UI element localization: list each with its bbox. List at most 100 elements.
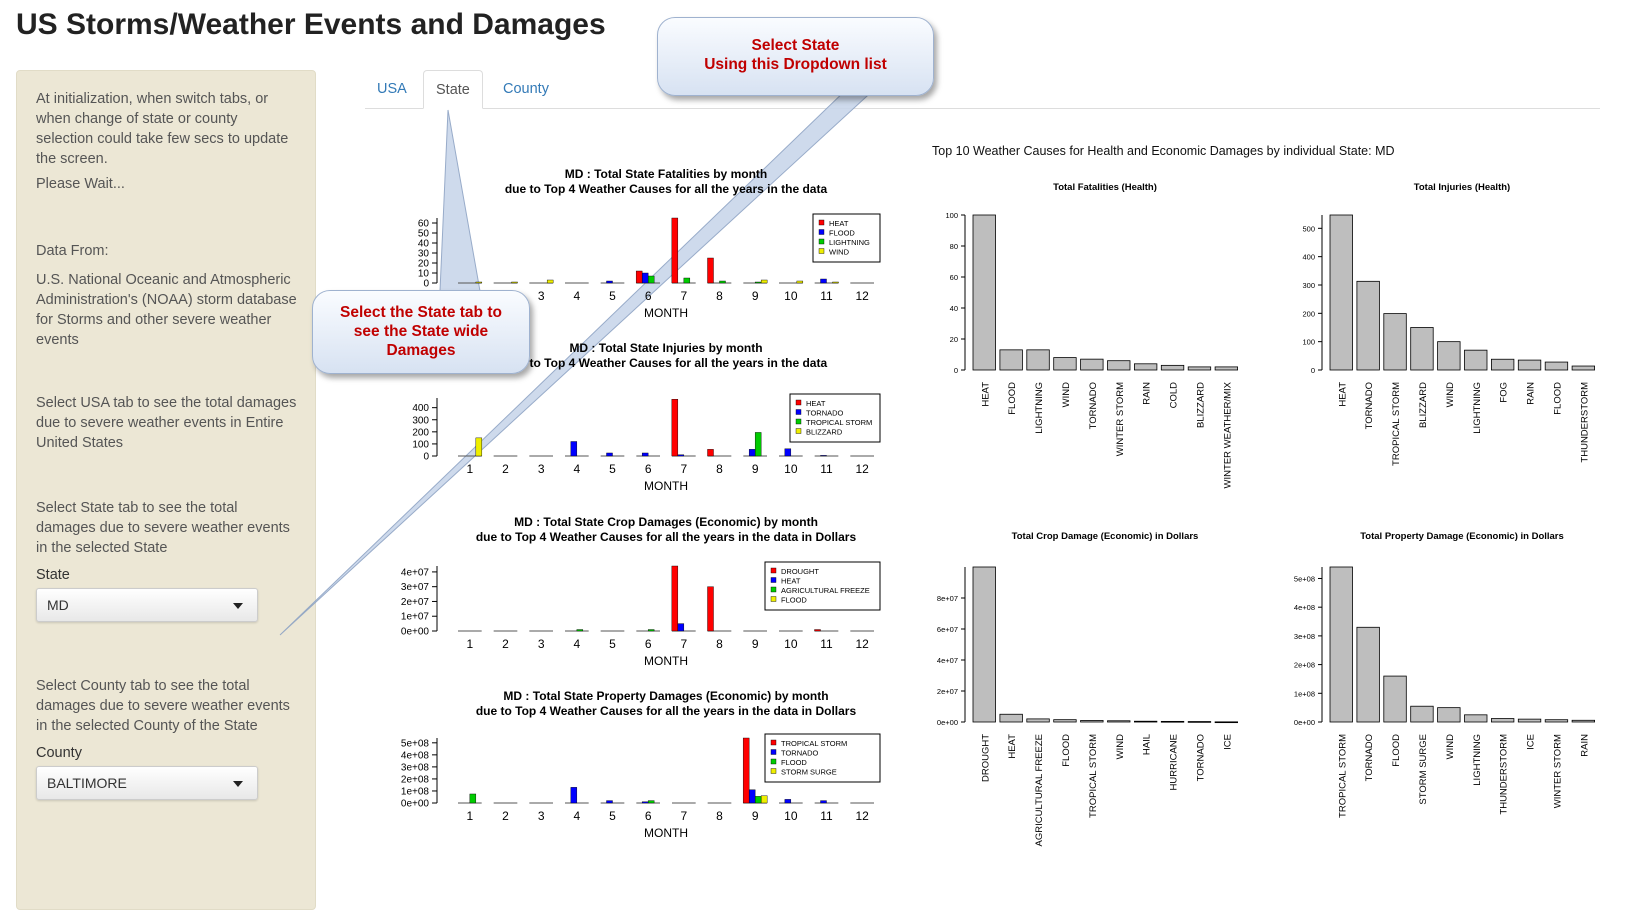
bar — [1437, 707, 1461, 723]
y-tick-label: 2e+07 — [401, 597, 430, 608]
bar — [1214, 721, 1238, 724]
bar — [1080, 358, 1104, 371]
x-tick-label: 10 — [784, 809, 798, 823]
x-tick-label: 2 — [502, 462, 509, 476]
x-tick-label: 6 — [645, 809, 652, 823]
x-tick-label: 9 — [752, 809, 759, 823]
legend-swatch — [770, 577, 777, 583]
callout-pointer — [439, 109, 481, 292]
chart-title: Total Injuries (Health) — [1414, 182, 1510, 193]
bar — [1134, 363, 1158, 371]
y-tick-label: 4e+07 — [937, 656, 958, 665]
x-tick-label: HEAT — [980, 382, 991, 407]
tab-usa[interactable]: USA — [377, 81, 407, 97]
x-tick-label: 7 — [680, 809, 687, 823]
bar — [511, 281, 518, 284]
bar — [1544, 361, 1569, 371]
x-tick-label: FLOOD — [1391, 734, 1402, 767]
state-select-value: MD — [47, 597, 69, 613]
bar — [1214, 366, 1238, 371]
x-tick-label: 3 — [538, 462, 545, 476]
x-tick-label: TORNADO — [1195, 734, 1206, 781]
bar — [1160, 720, 1185, 723]
dropdown-callout: Select State Using this Dropdown list — [657, 17, 934, 96]
legend-box — [789, 393, 881, 443]
legend-label: AGRICULTURAL FREEZE — [781, 586, 870, 595]
legend-swatch — [795, 409, 802, 415]
x-tick-label: 1 — [466, 809, 473, 823]
y-tick-label: 3e+08 — [1294, 632, 1315, 641]
x-tick-label: 12 — [855, 289, 869, 303]
x-tick-label: 7 — [680, 289, 687, 303]
bar — [1437, 341, 1461, 371]
bar — [1356, 626, 1380, 723]
x-tick-label: 9 — [752, 462, 759, 476]
dropdown-callout-line2: Using this Dropdown list — [704, 56, 887, 73]
bar — [1571, 719, 1595, 723]
tab-bar: USA State County — [365, 70, 1600, 109]
x-tick-label: RAIN — [1526, 382, 1537, 405]
bar — [1517, 718, 1542, 723]
x-axis-label: MONTH — [644, 654, 688, 668]
x-tick-label: WIND — [1445, 734, 1456, 759]
legend-swatch — [818, 219, 825, 226]
x-tick-label: TROPICAL STORM — [1088, 734, 1099, 818]
bar — [1026, 718, 1050, 723]
bar — [606, 800, 613, 804]
y-tick-label: 1e+08 — [1294, 689, 1315, 698]
x-axis-label: MONTH — [644, 479, 688, 493]
chart-title: MD : Total State Fatalities by month — [565, 167, 767, 181]
y-tick-label: 300 — [412, 415, 429, 426]
bar — [641, 272, 649, 284]
legend-label: DROUGHT — [781, 567, 819, 576]
state-select[interactable]: MD — [36, 588, 258, 622]
bar — [1160, 364, 1185, 371]
x-tick-label: THUNDERSTORM — [1499, 734, 1510, 815]
bar — [1356, 280, 1380, 371]
x-tick-label: RAIN — [1142, 382, 1153, 405]
chart-title: Total Fatalities (Health) — [1053, 182, 1157, 193]
x-tick-label: FLOOD — [1061, 734, 1072, 767]
y-tick-label: 10 — [418, 269, 430, 280]
bar — [1187, 366, 1212, 371]
bar — [641, 452, 649, 457]
x-tick-label: 5 — [609, 637, 616, 651]
legend-swatch — [770, 739, 777, 746]
bar — [754, 796, 762, 804]
chart-title: MD : Total State Property Damages (Econo… — [503, 689, 828, 703]
legend-swatch — [818, 229, 825, 235]
x-axis-label: MONTH — [644, 306, 688, 320]
tab-state[interactable]: State — [423, 70, 483, 109]
y-tick-label: 100 — [412, 439, 429, 450]
legend-label: HEAT — [806, 399, 826, 408]
x-tick-label: HEAT — [1007, 734, 1018, 759]
bar — [1107, 360, 1131, 371]
x-tick-label: RAIN — [1579, 734, 1590, 757]
y-tick-label: 0e+00 — [401, 627, 430, 638]
bar — [832, 281, 839, 284]
y-tick-label: 300 — [1302, 281, 1315, 290]
x-tick-label: FOG — [1499, 382, 1510, 403]
bar — [1053, 357, 1077, 371]
x-tick-label: WIND — [1115, 734, 1126, 759]
tab-county[interactable]: County — [503, 81, 549, 97]
x-tick-label: AGRICULTURAL FREEZE — [1034, 734, 1045, 846]
county-help-text: Select County tab to see the total damag… — [36, 678, 290, 734]
county-select[interactable]: BALTIMORE — [36, 766, 258, 800]
bar — [606, 452, 613, 457]
wait-text: Please Wait... — [36, 176, 125, 192]
y-tick-label: 2e+08 — [1294, 661, 1315, 670]
x-tick-label: 4 — [573, 809, 580, 823]
bar — [570, 441, 578, 457]
y-tick-label: 4e+07 — [401, 567, 430, 578]
legend-swatch — [795, 428, 802, 434]
x-tick-label: 2 — [502, 809, 509, 823]
dropdown-callout-line1: Select State — [751, 37, 840, 54]
bar — [1383, 675, 1407, 723]
x-tick-label: 6 — [645, 462, 652, 476]
bar — [606, 280, 613, 284]
bar — [641, 801, 649, 804]
x-tick-label: TROPICAL STORM — [1391, 382, 1402, 466]
x-tick-label: 3 — [538, 289, 545, 303]
x-tick-label: HURRICANE — [1169, 734, 1180, 790]
